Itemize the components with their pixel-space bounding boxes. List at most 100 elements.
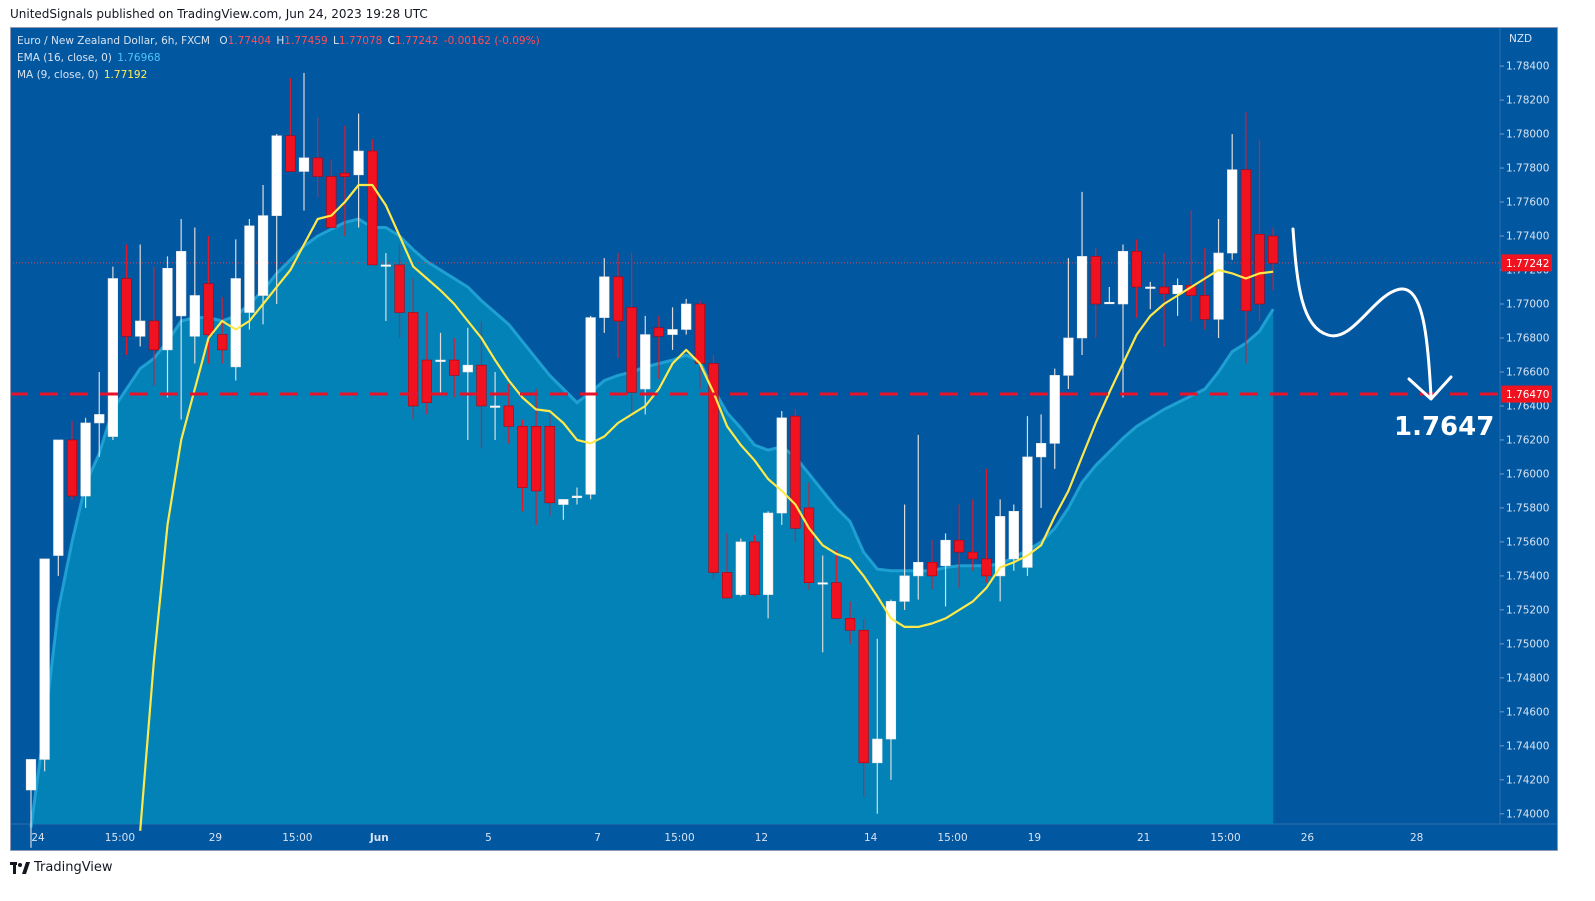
candle <box>858 618 869 797</box>
candle <box>967 499 978 571</box>
price-tick-label: 1.74800 <box>1506 672 1549 684</box>
time-tick-label: 15:00 <box>105 832 135 844</box>
candle-body <box>121 278 132 337</box>
candle <box>995 499 1006 602</box>
candle-body <box>995 516 1006 577</box>
candle-body <box>1240 169 1251 312</box>
candle <box>1131 239 1142 318</box>
price-chart[interactable]: 1.74000 1.74200 1.74400 1.74600 1.74800 1.750… <box>10 27 1558 851</box>
candle <box>1022 416 1033 576</box>
candle <box>271 134 282 304</box>
candle-body <box>954 539 965 553</box>
candle-body <box>80 422 91 497</box>
price-tick-label: 1.75800 <box>1506 502 1549 514</box>
candle-body <box>844 618 856 631</box>
candle-body <box>1036 443 1047 458</box>
candle-body <box>285 135 296 172</box>
legend-change: -0.00162 (-0.09%) <box>443 35 540 47</box>
candle-body <box>1145 286 1156 289</box>
price-tick-label: 1.78200 <box>1506 95 1549 107</box>
time-tick-label: 15:00 <box>1210 832 1240 844</box>
candle-body <box>1254 234 1265 305</box>
price-tick-label: 1.78400 <box>1506 61 1549 73</box>
candle-body <box>367 150 378 266</box>
candle-body <box>722 572 733 599</box>
price-tick-label: 1.78000 <box>1506 129 1549 141</box>
candle <box>435 332 446 393</box>
candle-body <box>257 215 269 296</box>
candle-body <box>544 426 555 504</box>
candle-body <box>53 439 64 556</box>
candle <box>1172 278 1183 316</box>
candle-body <box>803 507 815 583</box>
candle <box>1036 414 1047 508</box>
price-tick-label: 1.76600 <box>1506 366 1549 378</box>
price-tick-label: 1.75400 <box>1506 570 1549 582</box>
candle-body <box>517 426 528 488</box>
candle-body <box>899 575 910 602</box>
legend-symbol[interactable]: Euro / New Zealand Dollar, 6h, FXCM <box>17 35 210 47</box>
candle <box>380 253 392 321</box>
candle-body <box>749 541 760 595</box>
price-tick-label: 1.77400 <box>1506 231 1549 243</box>
candle <box>53 439 64 576</box>
candle <box>1158 253 1170 347</box>
candle-body <box>1227 169 1238 254</box>
legend-ema[interactable]: EMA (16, close, 0) 1.76968 <box>17 52 163 64</box>
candle <box>1063 258 1074 389</box>
price-tick-label: 1.74600 <box>1506 706 1549 718</box>
candle <box>913 434 924 600</box>
candle-body <box>653 327 664 337</box>
legend-ma[interactable]: MA (9, close, 0) 1.77192 <box>17 69 149 81</box>
candle-body <box>558 499 569 505</box>
candle <box>681 298 692 335</box>
candle <box>339 125 351 237</box>
time-tick-label: 5 <box>485 832 492 844</box>
candle <box>626 253 637 418</box>
candle-body <box>1268 235 1279 264</box>
candle <box>1227 134 1238 260</box>
time-tick-label: 29 <box>209 832 222 844</box>
candle <box>749 535 760 597</box>
tradingview-logo[interactable]: TradingView <box>10 860 113 875</box>
candle <box>1199 247 1210 330</box>
price-tick-label: 1.75000 <box>1506 638 1549 650</box>
candle-body <box>667 329 678 335</box>
candle <box>1008 504 1019 571</box>
candle <box>39 558 50 772</box>
candle <box>421 312 432 415</box>
candle-body <box>66 439 78 497</box>
currency-label: NZD <box>1509 33 1532 45</box>
ma-line <box>139 183 1274 831</box>
legend-o-label: O <box>219 35 228 47</box>
candle <box>148 266 159 386</box>
candle <box>544 414 555 517</box>
candle-body <box>1008 511 1019 560</box>
candle-body <box>776 417 787 514</box>
candle <box>162 256 173 398</box>
candle <box>790 409 801 542</box>
candle-body <box>831 582 842 619</box>
price-tick-label: 1.76000 <box>1506 468 1549 480</box>
candle <box>94 371 105 457</box>
candle-body <box>762 512 774 595</box>
candle-body <box>394 264 405 313</box>
ema-area <box>31 219 1274 828</box>
time-tick-label: 26 <box>1301 832 1315 844</box>
time-tick-label: 24 <box>31 832 45 844</box>
candle-body <box>599 276 610 318</box>
candle-body <box>1131 251 1142 288</box>
candle <box>176 219 187 420</box>
legend-ma-label: MA (9, close, 0) <box>17 69 99 81</box>
candle <box>217 297 228 364</box>
candle <box>558 499 569 520</box>
candle <box>257 185 269 325</box>
candle-body <box>981 558 992 577</box>
candle-body <box>790 415 801 529</box>
candle <box>66 421 78 500</box>
candle <box>844 601 856 644</box>
candle <box>803 482 815 590</box>
candle <box>462 327 473 440</box>
time-tick-label: 15:00 <box>282 832 312 844</box>
candle-body <box>435 359 446 362</box>
